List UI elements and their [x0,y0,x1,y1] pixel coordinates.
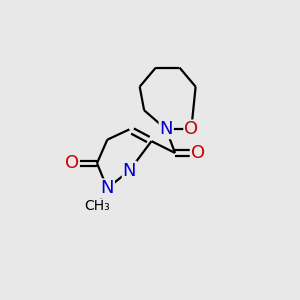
Text: N: N [100,179,114,197]
Text: CH₃: CH₃ [84,199,110,213]
Text: N: N [159,120,173,138]
Text: O: O [184,120,198,138]
Text: N: N [123,162,136,180]
Text: O: O [190,144,205,162]
Text: O: O [65,154,79,172]
